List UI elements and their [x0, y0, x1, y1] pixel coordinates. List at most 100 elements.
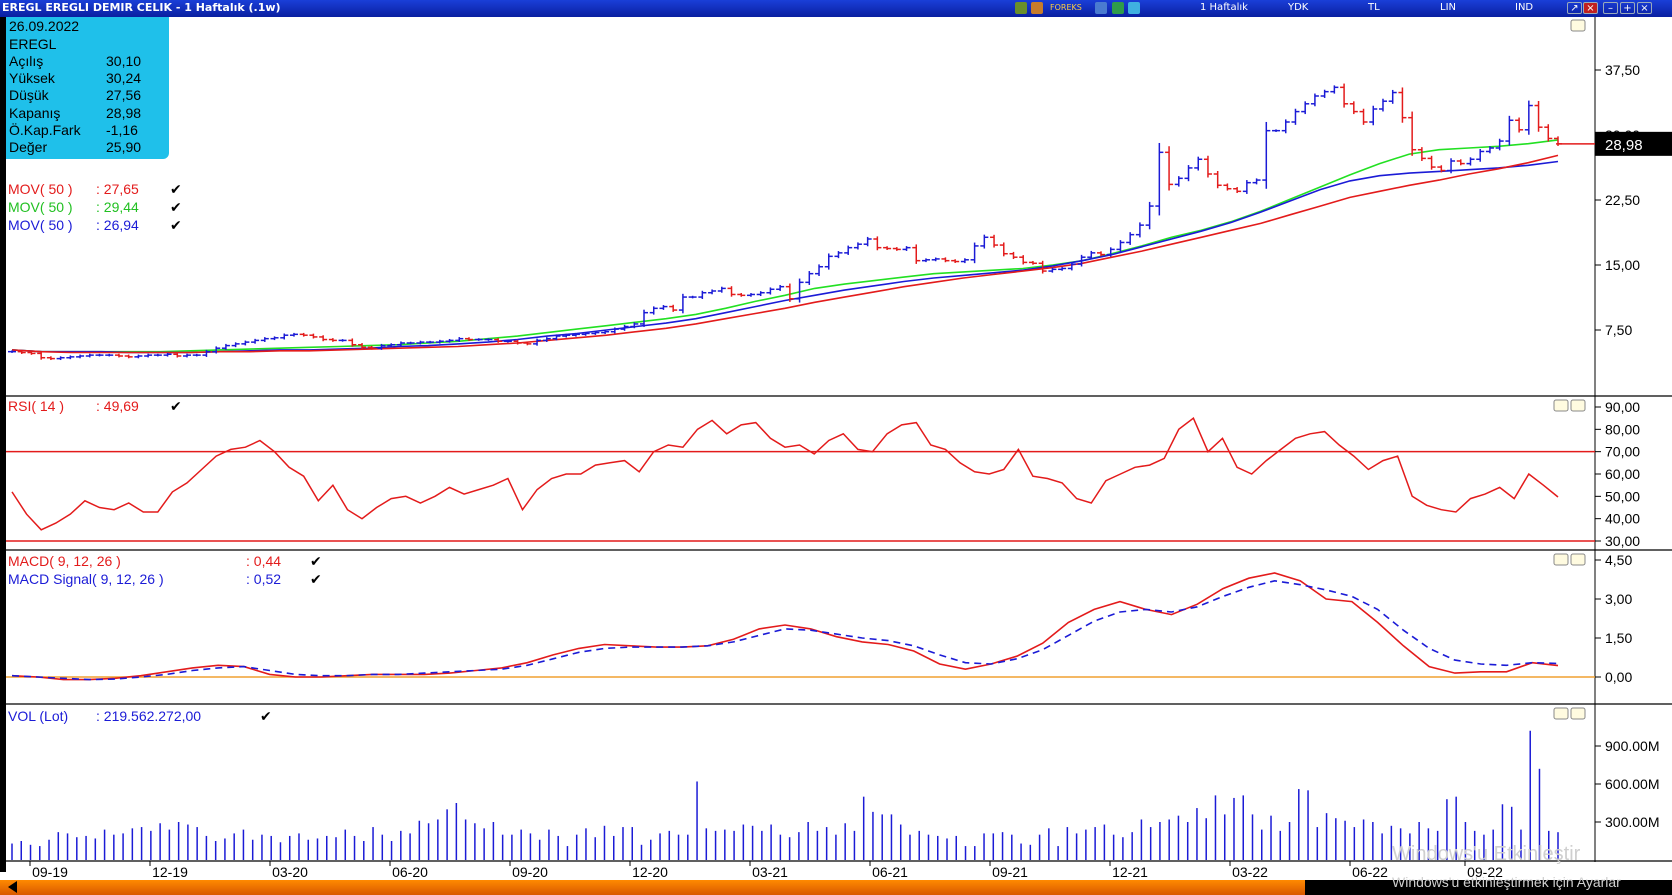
price-bar	[396, 341, 405, 347]
x-tick-label: 12-19	[152, 864, 188, 880]
panel-close-icon[interactable]	[1570, 399, 1586, 412]
price-tick-label: 30,00	[1605, 127, 1640, 143]
x-tick-label: 06-20	[392, 864, 428, 880]
checkmark-icon: ✔	[170, 200, 182, 216]
price-bar	[1369, 105, 1378, 126]
price-bar	[601, 330, 610, 335]
price-bar	[1213, 171, 1222, 189]
price-bar	[863, 236, 872, 247]
rsi-line	[11, 417, 1559, 531]
checkmark-icon: ✔	[310, 572, 322, 588]
price-bar	[1233, 187, 1242, 194]
activation-watermark-subtitle: Windows'u etkinleştirmek için Ayarlar	[1392, 874, 1621, 890]
price-bar	[1194, 156, 1203, 171]
currency-ydk[interactable]: YDK	[1288, 2, 1309, 13]
price-bar	[620, 324, 629, 331]
panel-close-icon[interactable]	[1570, 19, 1586, 32]
price-bar	[183, 353, 192, 358]
price-bar	[221, 343, 230, 350]
macd-legend-value: : 0,44	[246, 553, 281, 569]
price-bar	[1048, 267, 1057, 273]
scroll-left-icon[interactable]	[8, 881, 17, 893]
price-bar	[435, 339, 444, 344]
scale-selector[interactable]: LIN	[1440, 2, 1457, 13]
price-bar	[542, 337, 551, 342]
last-price-box	[1595, 131, 1672, 156]
chart-tool-icon[interactable]	[1015, 2, 1027, 14]
window-close-icon[interactable]: ×	[1637, 2, 1652, 14]
price-bar	[1242, 180, 1251, 194]
bottom-scrollbar[interactable]	[0, 880, 1672, 895]
rsi-line	[11, 417, 1559, 531]
price-bar	[1019, 255, 1028, 265]
price-bar	[270, 336, 279, 341]
price-bar	[1320, 89, 1329, 98]
price-bar	[970, 242, 979, 264]
activation-watermark-title: Windows'u Etkinleştir	[1392, 843, 1581, 865]
panel-restore-icon[interactable]	[1553, 399, 1569, 412]
price-bar	[1145, 201, 1154, 230]
price-bar	[795, 278, 804, 303]
macd-signal-line	[11, 579, 1559, 681]
price-bar	[746, 293, 755, 297]
price-bar	[552, 334, 561, 341]
price-bar	[883, 246, 892, 250]
price-bar	[416, 340, 425, 345]
price-bar	[708, 289, 717, 295]
checkmark-icon: ✔	[170, 182, 182, 198]
price-bar	[562, 333, 571, 338]
mov-legend-label: MOV( 50 )	[8, 199, 73, 215]
info-open-value: 30,10	[106, 53, 142, 69]
rsi-tick-label: 70,00	[1605, 444, 1640, 460]
minimize-icon[interactable]: –	[1603, 2, 1618, 14]
settings-icon[interactable]	[1128, 2, 1140, 14]
compare-icon[interactable]	[1095, 2, 1107, 14]
rsi-legend-label: RSI( 14 )	[8, 398, 64, 414]
price-bar	[1165, 146, 1174, 191]
info-low-value: 27,56	[106, 87, 142, 103]
x-tick-label: 12-21	[1112, 864, 1148, 880]
pin-icon[interactable]: ↗	[1567, 2, 1582, 14]
price-bar	[358, 343, 367, 350]
window-title: EREGL EREGLI DEMIR CELIK - 1 Haftalık (.…	[2, 1, 281, 14]
panel-restore-icon[interactable]	[1553, 707, 1569, 720]
price-bar	[912, 244, 921, 264]
x-tick-label: 06-22	[1352, 864, 1388, 880]
price-bar	[124, 354, 133, 359]
price-bar	[1466, 157, 1475, 166]
scroll-thumb[interactable]	[1305, 880, 1672, 895]
x-tick-label: 09-19	[32, 864, 68, 880]
price-bar	[66, 355, 75, 360]
panel-restore-icon[interactable]	[1553, 553, 1569, 566]
price-bar	[853, 242, 862, 250]
mode-selector[interactable]: IND	[1515, 2, 1534, 13]
price-bar	[727, 286, 736, 297]
price-bar	[309, 333, 318, 339]
price-tick-label: 22,50	[1605, 192, 1640, 208]
price-bar	[1408, 111, 1417, 156]
maximize-icon[interactable]: +	[1620, 2, 1635, 14]
panel-close-icon[interactable]	[1570, 553, 1586, 566]
info-value-value: 25,90	[106, 139, 142, 155]
price-bar	[1174, 176, 1183, 187]
currency-tl[interactable]: TL	[1368, 2, 1380, 13]
price-bar	[1495, 138, 1504, 151]
price-tick-label: 7,50	[1605, 322, 1632, 338]
period-selector[interactable]: 1 Haftalık	[1200, 2, 1248, 13]
close-chart-icon[interactable]: ×	[1583, 2, 1598, 14]
indicator-tool-icon[interactable]	[1031, 2, 1043, 14]
price-bar	[27, 351, 36, 355]
price-bar	[251, 338, 260, 344]
price-bar	[144, 353, 153, 358]
panel-close-icon[interactable]	[1570, 707, 1586, 720]
price-bar	[1262, 121, 1271, 189]
feed-label[interactable]: FOREKS	[1050, 3, 1082, 12]
price-bar	[1067, 262, 1076, 271]
price-bar	[990, 234, 999, 248]
mov-legend-value: : 26,94	[96, 217, 139, 233]
price-bar	[1515, 117, 1524, 133]
price-bar	[503, 339, 512, 343]
drawing-icon[interactable]	[1112, 2, 1124, 14]
price-bar	[1349, 101, 1358, 115]
